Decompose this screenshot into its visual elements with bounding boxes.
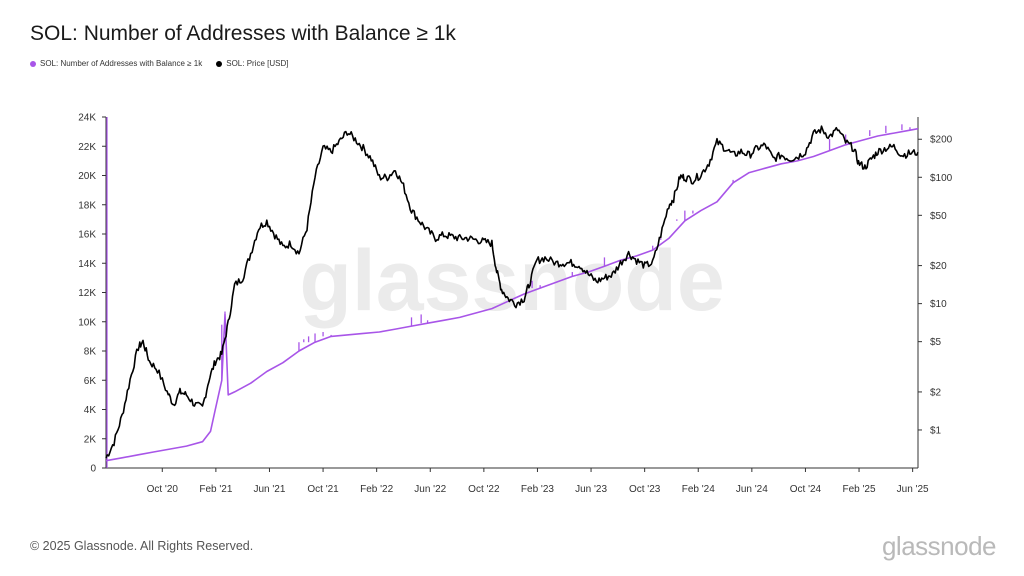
x-tick-label: Oct '23 [629, 484, 661, 495]
legend: SOL: Number of Addresses with Balance ≥ … [30, 59, 289, 68]
y-left-tick-label: 16K [78, 230, 96, 241]
legend-label-addresses: SOL: Number of Addresses with Balance ≥ … [40, 59, 203, 68]
y-right-tick-label: $20 [930, 261, 947, 272]
copyright: © 2025 Glassnode. All Rights Reserved. [30, 539, 254, 553]
y-right-tick-label: $2 [930, 387, 942, 398]
x-tick-label: Feb '24 [682, 484, 715, 495]
plot-layer: 0 2K 4K 6K 8K 10K 12K 14K 16K 18K 20K 22K 24K $1 $2 $5 $… [78, 113, 952, 496]
y-left-tick-label: 6K [84, 376, 97, 387]
y-right-tick-label: $100 [930, 173, 953, 184]
series-price-line [105, 125, 919, 459]
x-tick-label: Jun '22 [414, 484, 446, 495]
legend-dot-addresses [30, 60, 36, 67]
x-tick-label: Jun '24 [736, 484, 768, 495]
y-left-tick-label: 2K [84, 434, 97, 445]
y-right-tick-label: $5 [930, 337, 942, 348]
y-left-tick-label: 0 [90, 464, 96, 475]
x-tick-label: Oct '22 [468, 484, 500, 495]
x-tick-label: Feb '21 [199, 484, 232, 495]
x-tick-label: Feb '22 [360, 484, 393, 495]
x-tick-label: Feb '25 [843, 484, 876, 495]
y-left-tick-label: 4K [84, 405, 97, 416]
y-left-tick-label: 24K [78, 113, 96, 124]
x-tick-label: Jun '23 [575, 484, 607, 495]
y-left-tick-label: 18K [78, 200, 96, 211]
chart-watermark: glassnode [299, 233, 724, 329]
x-tick-label: Oct '21 [307, 484, 339, 495]
legend-dot-price [216, 60, 223, 67]
legend-item-addresses[interactable]: SOL: Number of Addresses with Balance ≥ … [30, 59, 202, 68]
x-tick-label: Jun '21 [254, 484, 286, 495]
x-tick-label: Oct '20 [147, 484, 179, 495]
y-left-tick-label: 20K [78, 171, 96, 182]
chart-title: SOL: Number of Addresses with Balance ≥ … [30, 22, 456, 45]
y-left-tick-label: 22K [78, 142, 96, 153]
y-left-tick-label: 10K [78, 317, 96, 328]
y-right-tick-label: $1 [930, 425, 942, 436]
y-right-tick-label: $50 [930, 211, 947, 222]
y-left-tick-label: 12K [78, 288, 96, 299]
y-left-tick-label: 8K [84, 347, 97, 358]
y-right-tick-label: $200 [930, 135, 953, 146]
y-left-tick-label: 14K [78, 259, 96, 270]
x-tick-label: Feb '23 [521, 484, 554, 495]
x-tick-label: Oct '24 [790, 484, 822, 495]
legend-item-price[interactable]: SOL: Price [USD] [216, 59, 289, 68]
x-tick-label: Jun '25 [897, 484, 929, 495]
legend-label-price: SOL: Price [USD] [226, 59, 289, 68]
y-right-tick-label: $10 [930, 299, 947, 310]
brand-logo: glassnode [881, 531, 997, 561]
